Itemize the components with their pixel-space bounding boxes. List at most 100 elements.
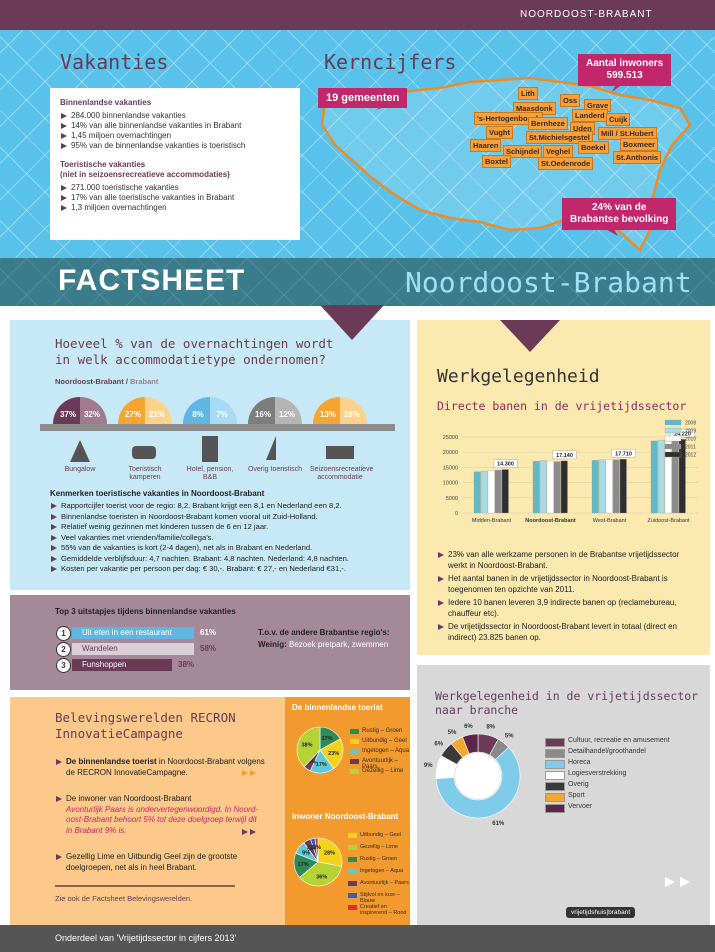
value-label: 61% (492, 821, 505, 827)
bullet: 284.000 binnenlandse vakanties (60, 111, 295, 121)
bar (487, 470, 495, 514)
recron-title: Belevingswerelden RECRON InnovatieCampag… (55, 710, 236, 742)
bar (612, 459, 620, 514)
half-pie-region (248, 397, 275, 424)
map-place: Boxmeer (620, 138, 659, 151)
legend-swatch (348, 881, 357, 886)
value-label: 28% (324, 850, 335, 856)
key-figures-title: Kerncijfers (324, 50, 457, 74)
bar-chart-title: Directe banen in de vrijetijdssector (437, 399, 687, 413)
value-label: 5% (448, 730, 457, 736)
title-line: Hoeveel % van de overnachtingen wordt (55, 336, 334, 351)
legend-swatch (348, 869, 357, 874)
value-label: 38% (301, 743, 312, 749)
brabant-pct: 21% (149, 410, 165, 419)
y-tick-label: 5000 (446, 496, 458, 502)
value-label: 2% (313, 845, 321, 851)
bar (553, 461, 561, 514)
outings-panel (10, 595, 410, 690)
arrow-icon (665, 877, 675, 887)
vacations-list: Binnenlandse vakanties 284.000 binnenland… (60, 98, 295, 213)
legend-swatch (350, 739, 359, 744)
map-place: Landerd (572, 109, 608, 122)
outing-name: Uit eten in een restaurant (82, 628, 172, 637)
legend-label: 2008 (685, 421, 696, 427)
map-place: Boxtel (482, 155, 511, 168)
half-pie-region (183, 397, 210, 424)
legend-swatch (664, 419, 682, 426)
bullet: 17% van alle toeristische vakanties in B… (60, 193, 295, 203)
x-tick-label: Zuidoost-Brabant (647, 518, 690, 524)
y-tick-label: 0 (455, 511, 458, 517)
legend-label: Horeca (568, 759, 591, 766)
banner (0, 258, 715, 306)
outing-rank: 1 (56, 626, 71, 641)
pie-slice (299, 861, 342, 887)
map-place: Bernheze (528, 117, 568, 130)
bullet: Gemiddelde verblijfsduur: 4,7 nachten. B… (50, 554, 408, 565)
legend-swatch (348, 845, 357, 850)
employment-list: 23% van alle werkzame personen in de Bra… (437, 550, 695, 646)
vacations-title: Vakanties (60, 50, 169, 74)
half-pie-brabant (80, 397, 107, 424)
group-heading: Toeristische vakanties (60, 160, 146, 169)
bullet: Het aantal banen in de vrijetijdssector … (437, 574, 695, 595)
legend-swatch (348, 833, 357, 838)
map-place: Oss (560, 94, 581, 107)
inhabitants-label: Aantal inwoners (586, 58, 664, 69)
bullet-note: Avonturlijk Paars is ondervertegenwoordi… (66, 804, 258, 835)
title-line: Werkgelegenheid in de vrijetijdssector (435, 689, 699, 703)
legend-swatch (348, 893, 357, 898)
bar (539, 460, 547, 514)
bar (605, 459, 613, 514)
y-tick-label: 15000 (443, 465, 458, 471)
comparison-label: T.o.v. de andere Brabantse regio's: (258, 628, 390, 637)
municipalities-callout: 19 gemeenten (318, 88, 408, 108)
legend-label: Vervoer (568, 803, 593, 810)
bullet: Veel vakanties met vrienden/familie/coll… (50, 533, 408, 544)
bar (494, 469, 502, 514)
employment-title: Werkgelegenheid (437, 366, 600, 387)
inhabitants-callout: Aantal inwoners 599.513 (578, 54, 672, 86)
legend-label: Uitbundig – Geel (362, 738, 407, 744)
value-label: 6% (434, 741, 443, 747)
bullet-text: in Noordoost-Brabant volgens de RECRON I… (66, 757, 265, 777)
bar (532, 461, 540, 514)
pie-slice (435, 746, 521, 819)
pie-slice (317, 837, 343, 867)
branch-title: Werkgelegenheid in de vrijetijdssector n… (435, 689, 698, 717)
outing-name: Wandelen (82, 644, 118, 653)
x-tick-label: Midden-Brabant (471, 518, 512, 524)
legend-label: Creatief en inspirerend – Rood (360, 904, 407, 916)
map-place: Lith (518, 87, 538, 100)
recron-list: De binnenlandse toerist in Noordoost-Bra… (55, 757, 265, 889)
bullet: 14% van alle binnenlandse vakanties in B… (60, 121, 295, 131)
legend-label: Ingetogen – Aqua (360, 868, 404, 874)
value-label-bg (611, 448, 636, 458)
arrow-icon (242, 770, 248, 776)
region-label: NOORDOOST-BRABANT (520, 9, 653, 20)
share-line: 24% van de (591, 202, 647, 213)
bullet-bold: De binnenlandse toerist (66, 757, 157, 766)
legend-sep: / (123, 377, 131, 386)
legend-label: Cultuur, recreatie en amusement (568, 737, 670, 744)
half-pie-region (118, 397, 145, 424)
value-label: 24.220 (674, 432, 691, 438)
accommodation-name: Overig toeristisch (247, 466, 303, 473)
legend-label: Ingetogen – Aqua (362, 748, 410, 754)
legend-swatch (350, 749, 359, 754)
bullet: 271.000 toeristische vakanties (60, 183, 295, 193)
legend-swatch (664, 443, 682, 450)
value-label: 17% (298, 862, 309, 868)
half-pie-brabant (210, 397, 237, 424)
recron-link: Zie ook de Factsheet Belevingswerelden. (55, 894, 193, 903)
legend-label: Detailhandel/groothandel (568, 748, 646, 755)
half-pie-brabant (340, 397, 367, 424)
footer-bar (0, 925, 715, 952)
accommodation-title: Hoeveel % van de overnachtingen wordt in… (55, 336, 333, 368)
legend-other: Brabant (130, 377, 159, 386)
legend-label: Avontuurlijk – Paars (362, 758, 398, 770)
banner-right: Noordoost-Brabant (405, 266, 692, 299)
legend-label: Rustig – Groen (360, 856, 397, 862)
